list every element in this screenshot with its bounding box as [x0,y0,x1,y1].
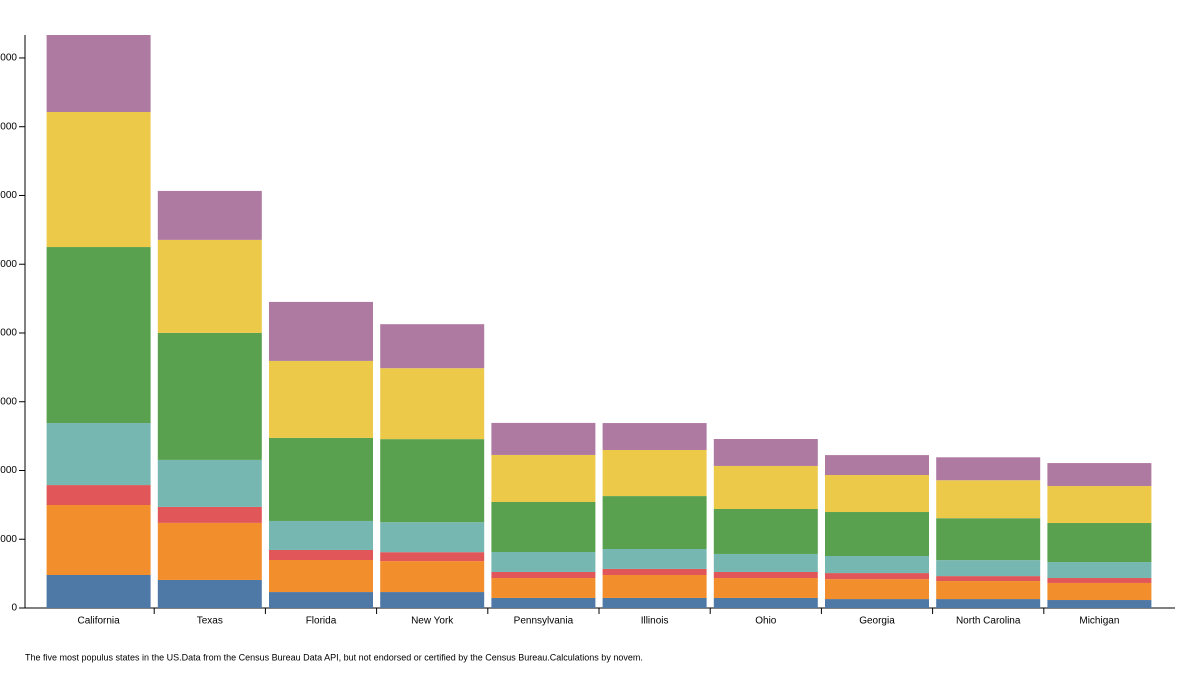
bar-segment [46,112,151,248]
bar-segment [491,597,596,608]
bar-segment [936,581,1041,600]
bar-segment [380,439,485,523]
bar-segment [157,522,262,580]
bar-segment [936,576,1041,582]
bar-segment [157,579,262,608]
bar-segment [269,301,373,361]
bar-segment [602,574,707,598]
bar-segment [157,239,262,333]
y-tick-label: 10000000 [0,465,17,476]
bar-segment [713,553,818,572]
x-tick-label: California [77,616,120,627]
y-tick-label: 15000000 [0,396,17,407]
caption: The five most populus states in the US.D… [25,652,643,662]
bar-segment [157,190,262,240]
x-tick-label: Illinois [641,616,669,627]
bar-segment [491,571,596,579]
bar-segment [380,324,485,369]
bar-segment [713,597,818,608]
bar-segment [602,549,707,569]
bar-segment [269,592,373,608]
x-tick-label: Florida [306,616,337,627]
bar-segment [491,578,596,598]
bar-segment [380,368,485,440]
bar-segment [825,573,929,580]
bar-segment [713,465,818,509]
bar-segment [157,506,262,523]
bar-segment [602,496,707,550]
x-tick-label: Pennsylvania [514,616,574,627]
bar-segment [380,552,485,562]
bar-segment [1047,582,1152,601]
bar-segment [1047,562,1152,579]
y-tick-label: 5000000 [0,534,17,545]
bar-segment [936,560,1041,577]
y-tick-label: 25000000 [0,259,17,270]
bar-segment [602,450,707,497]
y-tick-label: 30000000 [0,190,17,201]
y-tick-label: 0 [11,603,17,614]
y-tick-label: 20000000 [0,328,17,339]
bar-segment [46,423,151,486]
bar-segment [491,422,596,455]
bar-segment [825,475,929,513]
x-tick-label: North Carolina [956,616,1021,627]
bar-segment [1047,486,1152,524]
bar-segment [46,247,151,424]
bar-segment [602,597,707,608]
bar-segment [1047,523,1152,563]
bar-segment [713,508,818,554]
bar-segment [936,599,1041,608]
x-tick-label: New York [411,616,454,627]
bar-segment [269,560,373,593]
bar-segment [46,35,151,113]
x-tick-label: Michigan [1079,616,1119,627]
bar-segment [269,360,373,438]
bar-segment [491,552,596,572]
bar-segment [936,518,1041,561]
bar-segment [46,505,151,575]
bar-segment [713,571,818,579]
bar-segment [936,457,1041,481]
bar-segment [491,501,596,553]
bar-segment [825,556,929,574]
y-tick-label: 35000000 [0,121,17,132]
bar-segment [157,332,262,460]
bar-segment [46,574,151,608]
bar-segment [602,423,707,451]
bar-segment [1047,463,1152,487]
bar-segment [602,568,707,575]
bar-segment [825,579,929,600]
x-tick-label: Georgia [859,616,895,627]
bar-segment [157,459,262,507]
bar-segment [825,599,929,608]
bar-segment [936,480,1041,519]
bar-segment [825,512,929,557]
bar-segment [269,549,373,561]
bar-segment [1047,578,1152,583]
bar-segment [713,439,818,466]
bar-segment [269,437,373,521]
y-tick-label: 40000000 [0,53,17,64]
bar-segment [380,561,485,593]
bar-segment [1047,600,1152,608]
x-tick-label: Texas [197,616,223,627]
bar-segment [825,455,929,476]
bar-segment [713,578,818,598]
bar-segment [380,592,485,608]
x-tick-label: Ohio [755,616,777,627]
bar-segment [269,520,373,550]
bar-segment [380,522,485,553]
bar-segment [46,485,151,506]
bar-segment [491,454,596,502]
